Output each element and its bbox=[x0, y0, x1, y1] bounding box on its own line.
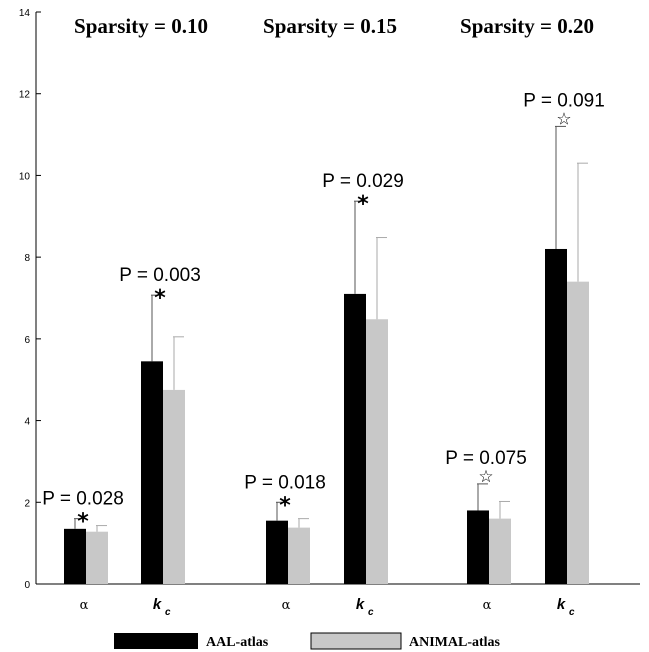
bar-animal bbox=[366, 319, 388, 584]
y-tick-label: 10 bbox=[19, 171, 31, 182]
bar-aal bbox=[64, 528, 86, 584]
bar-aal bbox=[266, 520, 288, 584]
bar-animal bbox=[567, 281, 589, 584]
significance-star: * bbox=[279, 493, 291, 518]
bar-animal bbox=[86, 531, 108, 584]
y-tick-label: 4 bbox=[24, 417, 30, 428]
legend: AAL-atlas ANIMAL-atlas bbox=[114, 632, 501, 650]
bar-aal bbox=[545, 248, 567, 584]
bar-aal bbox=[141, 361, 163, 584]
y-tick-label: 2 bbox=[24, 498, 30, 509]
legend-swatch-animal bbox=[310, 632, 402, 650]
category-label: α bbox=[80, 598, 89, 613]
category-label: k bbox=[356, 596, 365, 613]
p-value-label: P = 0.029 bbox=[322, 171, 404, 192]
y-tick-label: 8 bbox=[24, 253, 30, 264]
trend-star: ☆ bbox=[478, 467, 493, 487]
category-label: k bbox=[557, 596, 566, 613]
panel-title: Sparsity = 0.20 bbox=[460, 14, 594, 38]
bars bbox=[64, 125, 589, 584]
category-label-subscript: c bbox=[569, 607, 575, 618]
y-tick-label: 14 bbox=[19, 8, 31, 19]
bar-aal bbox=[344, 293, 366, 584]
y-tick-label: 6 bbox=[24, 335, 30, 346]
legend-label-animal: ANIMAL-atlas bbox=[409, 635, 501, 650]
bar-animal bbox=[489, 518, 511, 584]
p-value-label: P = 0.075 bbox=[445, 448, 527, 469]
category-label: α bbox=[483, 598, 492, 613]
y-tick-label: 0 bbox=[24, 580, 30, 591]
category-label: α bbox=[282, 598, 291, 613]
significance-star: * bbox=[77, 510, 89, 535]
legend-swatch-aal bbox=[114, 633, 198, 649]
bar-animal bbox=[163, 389, 185, 584]
p-value-label: P = 0.028 bbox=[42, 489, 124, 510]
y-tick-label: 12 bbox=[19, 90, 31, 101]
y-axis: 0 2 4 6 8 10 12 14 bbox=[19, 8, 640, 591]
p-value-label: P = 0.091 bbox=[523, 90, 605, 111]
category-label: k bbox=[153, 596, 162, 613]
significance-star: * bbox=[154, 286, 166, 311]
category-label-subscript: c bbox=[368, 607, 374, 618]
panel-title: Sparsity = 0.15 bbox=[263, 14, 397, 38]
bar-animal bbox=[288, 527, 310, 584]
panel-title: Sparsity = 0.10 bbox=[74, 14, 208, 38]
category-label-subscript: c bbox=[165, 607, 171, 618]
p-value-label: P = 0.003 bbox=[119, 265, 201, 286]
trend-star: ☆ bbox=[556, 109, 571, 129]
p-value-label: P = 0.018 bbox=[244, 472, 326, 493]
significance-star: * bbox=[357, 192, 369, 217]
bar-aal bbox=[467, 510, 489, 584]
legend-label-aal: AAL-atlas bbox=[206, 635, 269, 650]
